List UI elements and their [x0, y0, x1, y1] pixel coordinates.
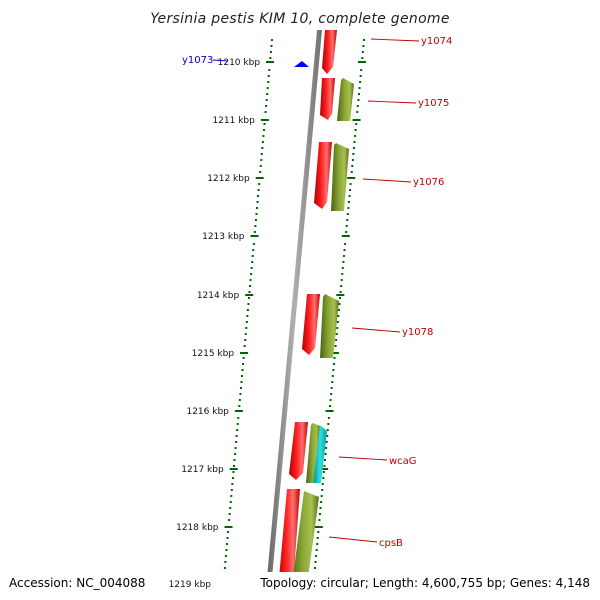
scale-label: 1216 kbp	[186, 407, 229, 417]
gene-label-y1074[interactable]: y1074	[421, 36, 452, 47]
chromosome-backbone	[265, 30, 322, 600]
gene-green-4[interactable]	[306, 423, 320, 483]
gene-label-y1075[interactable]: y1075	[418, 98, 449, 109]
scale-label: 1217 kbp	[181, 465, 224, 475]
genome-title: Yersinia pestis KIM 10, complete genome	[150, 11, 450, 27]
scale-label: 1218 kbp	[176, 523, 219, 533]
gene-label-y1078[interactable]: y1078	[402, 327, 433, 338]
gene-y1073-marker[interactable]	[294, 61, 309, 67]
scale-label-1219: 1219 kbp	[169, 580, 212, 590]
marker-leader	[212, 59, 229, 62]
gene-wcaG-arrow[interactable]	[289, 422, 308, 480]
gene-label-leaders	[328, 38, 420, 543]
gene-y1074-arrow[interactable]	[322, 30, 337, 74]
gene-label-wcaG[interactable]: wcaG	[389, 456, 417, 467]
gene-y1075-arrow[interactable]	[320, 78, 335, 120]
marker-label: y1073	[182, 55, 213, 66]
gene-wcaG-highlight[interactable]	[313, 425, 327, 483]
scale-ticks-right	[309, 39, 366, 599]
gene-label-cpsB[interactable]: cpsB	[379, 538, 403, 549]
gene-green-3[interactable]	[320, 294, 339, 358]
scale-label: 1215 kbp	[192, 349, 235, 359]
accession-label: Accession: NC_004088	[9, 576, 145, 590]
gene-y1076-arrow[interactable]	[314, 142, 332, 209]
genome-summary: Topology: circular; Length: 4,600,755 bp…	[259, 576, 590, 590]
scale-label: 1212 kbp	[207, 174, 250, 184]
scale-label: 1210 kbp	[218, 58, 261, 68]
gene-green-2[interactable]	[331, 143, 349, 211]
scale-label: 1211 kbp	[212, 116, 255, 126]
scale-label: 1213 kbp	[202, 232, 245, 242]
gene-y1078-arrow[interactable]	[302, 294, 320, 355]
gene-label-y1076[interactable]: y1076	[413, 177, 444, 188]
scale-labels: 1210 kbp 1211 kbp 1212 kbp 1213 kbp 1214 kbp…	[176, 58, 260, 533]
footer-background	[0, 572, 600, 600]
gene-labels: y1074 y1075 y1076 y1078 wcaG cpsB	[379, 36, 452, 549]
gene-green-1[interactable]	[337, 78, 354, 121]
scale-label: 1214 kbp	[197, 291, 240, 301]
